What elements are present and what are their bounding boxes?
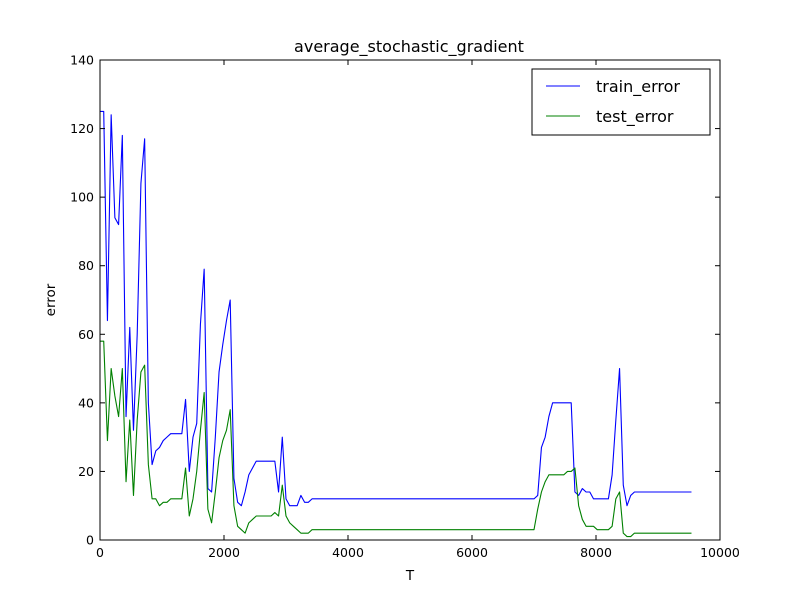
y-tick-label: 0 xyxy=(86,533,94,548)
legend-label-test-error: test_error xyxy=(596,107,674,127)
chart-title: average_stochastic_gradient xyxy=(294,37,524,57)
axes-layer: 0 2000 4000 6000 8000 10000 0 20 40 60 80 100 120 140 xyxy=(70,53,740,561)
legend-box xyxy=(531,68,711,136)
x-tick-label: 2000 xyxy=(208,545,240,560)
y-tick-label: 100 xyxy=(70,190,94,205)
legend: train_error test_error xyxy=(531,68,711,136)
series-line-train-error xyxy=(100,110,692,507)
x-axis-label: T xyxy=(405,568,415,584)
series-line-test-error xyxy=(100,340,692,538)
y-tick-label: 80 xyxy=(78,258,94,273)
legend-label-train-error: train_error xyxy=(596,77,680,97)
x-tick-label: 10000 xyxy=(700,545,740,560)
x-tick-label: 8000 xyxy=(580,545,612,560)
y-tick-label: 120 xyxy=(70,121,94,136)
y-tick-label: 40 xyxy=(78,395,94,410)
y-tick-label: 140 xyxy=(70,53,94,68)
x-tick-label: 4000 xyxy=(332,545,364,560)
x-tick-label: 6000 xyxy=(456,545,488,560)
plot-frame xyxy=(99,59,721,541)
x-tick-label: 0 xyxy=(96,545,104,560)
y-tick-label: 20 xyxy=(78,464,94,479)
y-tick-label: 60 xyxy=(78,327,94,342)
y-axis-label: error xyxy=(43,283,59,316)
series-layer xyxy=(100,110,692,538)
